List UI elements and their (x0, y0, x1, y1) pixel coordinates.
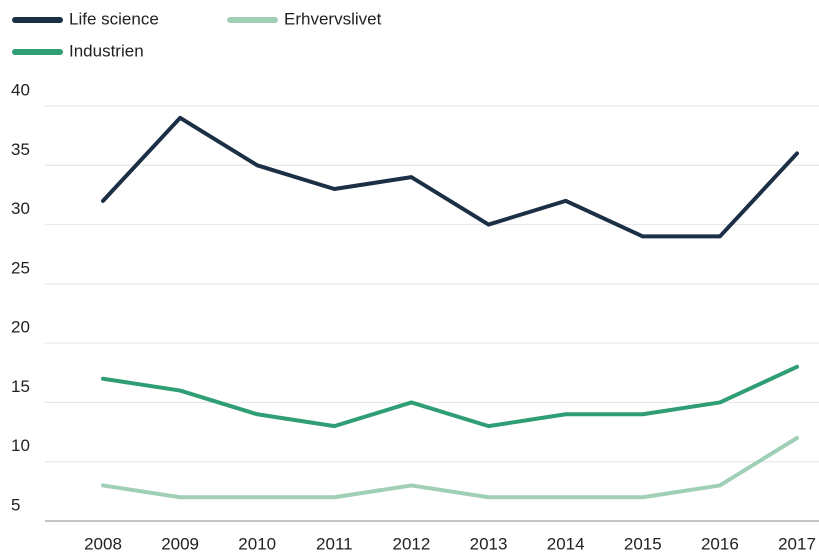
legend-label: Erhvervslivet (284, 9, 382, 28)
y-tick-label: 35 (11, 140, 30, 159)
line-series (101, 115, 799, 239)
x-tick-label: 2014 (547, 534, 585, 553)
x-tick-label: 2010 (238, 534, 276, 553)
x-tick-label: 2012 (393, 534, 431, 553)
y-tick-label: 30 (11, 199, 30, 218)
x-tick-label: 2016 (701, 534, 739, 553)
x-tick-label: 2017 (778, 534, 816, 553)
line-series (101, 364, 799, 429)
x-tick-label: 2011 (316, 534, 353, 553)
y-tick-label: 15 (11, 377, 30, 396)
y-tick-label: 5 (11, 495, 20, 514)
line-series (101, 436, 799, 500)
y-tick-label: 10 (11, 436, 30, 455)
x-tick-label: 2008 (84, 534, 122, 553)
x-tick-label: 2013 (470, 534, 508, 553)
y-tick-label: 20 (11, 318, 30, 337)
y-tick-label: 25 (11, 258, 30, 277)
legend-label: Industrien (69, 41, 144, 60)
legend-label: Life science (69, 9, 159, 28)
x-tick-label: 2015 (624, 534, 662, 553)
y-tick-label: 40 (11, 80, 30, 99)
x-tick-label: 2009 (161, 534, 199, 553)
